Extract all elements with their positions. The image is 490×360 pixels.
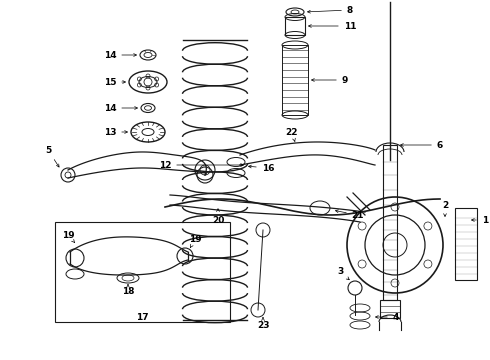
Text: 4: 4 bbox=[375, 312, 399, 321]
Text: 23: 23 bbox=[257, 318, 269, 329]
Text: 9: 9 bbox=[312, 76, 348, 85]
Text: 13: 13 bbox=[104, 127, 127, 136]
Text: 5: 5 bbox=[45, 145, 59, 167]
Bar bbox=[455, 208, 477, 280]
Text: 12: 12 bbox=[159, 161, 244, 170]
Text: 15: 15 bbox=[104, 77, 125, 86]
Text: 14: 14 bbox=[104, 104, 137, 112]
Bar bbox=[282, 45, 308, 115]
Bar bbox=[285, 17, 305, 35]
Text: 20: 20 bbox=[212, 209, 224, 225]
Text: 6: 6 bbox=[400, 140, 443, 149]
Text: 8: 8 bbox=[308, 5, 353, 14]
Text: 11: 11 bbox=[309, 22, 356, 31]
Bar bbox=[383, 145, 397, 300]
Text: 17: 17 bbox=[136, 314, 148, 323]
Text: 3: 3 bbox=[337, 267, 349, 280]
Bar bbox=[380, 300, 400, 318]
Text: 18: 18 bbox=[122, 284, 134, 297]
Text: 2: 2 bbox=[442, 201, 448, 216]
Text: 16: 16 bbox=[248, 163, 274, 172]
Text: 19: 19 bbox=[189, 235, 201, 247]
Text: 22: 22 bbox=[286, 127, 298, 142]
Text: 21: 21 bbox=[336, 210, 364, 220]
Bar bbox=[55, 222, 230, 322]
Text: 1: 1 bbox=[471, 216, 488, 225]
Text: 19: 19 bbox=[62, 230, 74, 243]
Text: 14: 14 bbox=[104, 50, 136, 59]
